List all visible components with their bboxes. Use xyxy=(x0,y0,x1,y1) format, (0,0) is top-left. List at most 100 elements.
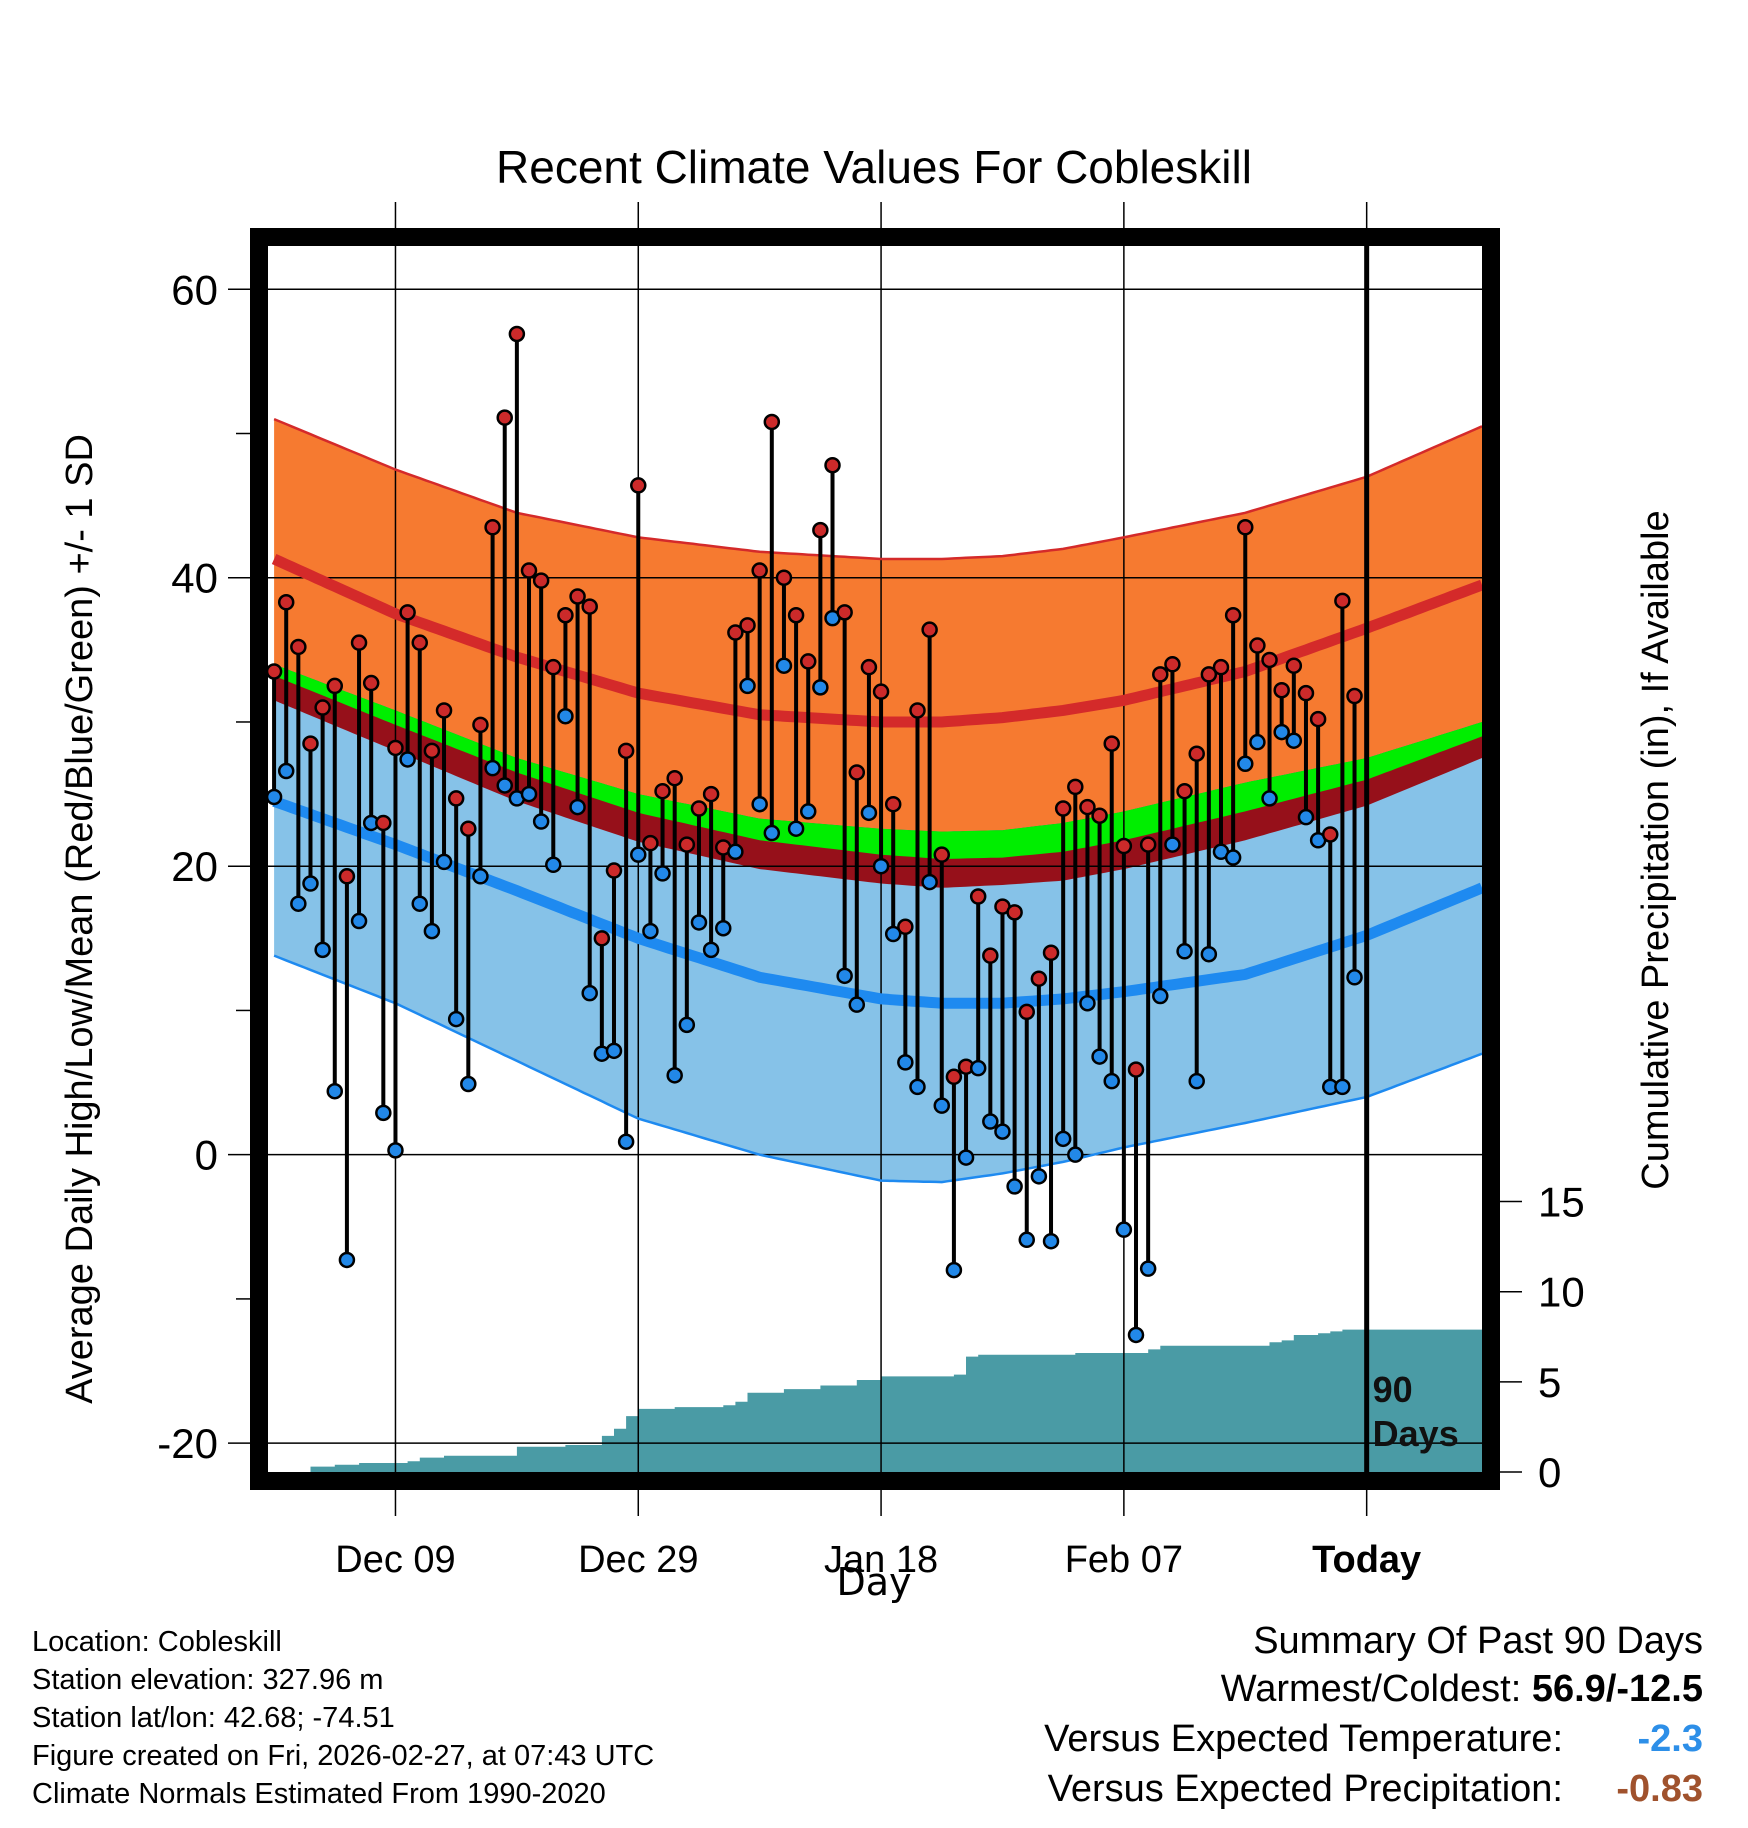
daily-high-point xyxy=(678,836,696,853)
x-tick-label: Dec 09 xyxy=(335,1539,455,1581)
daily-low-point xyxy=(678,1016,696,1034)
daily-low-point xyxy=(1224,849,1242,866)
y-right-tick-label: 10 xyxy=(1538,1269,1585,1316)
daily-high-point xyxy=(545,658,562,676)
daily-high-point xyxy=(1188,745,1205,762)
y-right-axis-title: Cumulative Precipitation (in), If Availa… xyxy=(1635,510,1677,1189)
footer-location: Location: Cobleskill xyxy=(32,1626,282,1658)
y-left-tick-label: 0 xyxy=(195,1132,218,1179)
daily-low-point xyxy=(848,996,866,1013)
daily-low-point xyxy=(447,1010,465,1028)
daily-high-point xyxy=(812,521,829,539)
footer-elevation: Station elevation: 327.96 m xyxy=(32,1664,384,1696)
overlap-band xyxy=(274,664,1483,888)
daily-high-point xyxy=(1224,606,1242,624)
y-left-tick-label: 40 xyxy=(171,555,218,602)
chart-title: Recent Climate Values For Cobleskill xyxy=(496,141,1252,193)
daily-low-point xyxy=(1054,1130,1072,1148)
summary-heading: Summary Of Past 90 Days xyxy=(1253,1620,1703,1662)
daily-high-point xyxy=(435,702,453,719)
x-axis-label: Day xyxy=(836,1560,912,1604)
daily-high-point xyxy=(411,634,428,651)
daily-high-point xyxy=(969,888,987,905)
daily-low-point xyxy=(1261,790,1278,807)
daily-high-point xyxy=(921,621,938,638)
footer-normals: Climate Normals Estimated From 1990-2020 xyxy=(32,1778,606,1810)
daily-high-point xyxy=(1103,735,1120,752)
daily-low-point xyxy=(557,707,574,725)
daily-high-point xyxy=(933,846,951,863)
daily-high-point xyxy=(1261,651,1278,669)
daily-low-point xyxy=(290,895,307,912)
footer-created: Figure created on Fri, 2026-02-27, at 07… xyxy=(32,1740,655,1772)
daily-high-point xyxy=(460,820,477,837)
daily-high-point xyxy=(290,638,307,656)
x-tick-label: Jan 18 xyxy=(824,1539,938,1581)
daily-low-point xyxy=(763,824,781,842)
daily-high-point xyxy=(314,699,331,716)
daily-high-point xyxy=(630,477,647,494)
daily-low-point xyxy=(690,914,708,931)
x-tick-label: Feb 07 xyxy=(1065,1539,1183,1581)
daily-high-point xyxy=(1079,798,1096,816)
daily-low-point xyxy=(1346,969,1363,986)
plot-frame xyxy=(250,228,1500,1490)
daily-high-point xyxy=(1127,1061,1145,1078)
daily-low-point xyxy=(1273,723,1290,741)
daily-high-point xyxy=(1297,684,1315,702)
daily-high-point xyxy=(799,653,817,670)
daily-low-point xyxy=(799,803,817,820)
daily-high-point xyxy=(569,588,586,605)
daily-low-point xyxy=(787,820,805,837)
daily-high-point xyxy=(763,413,781,431)
daily-high-point xyxy=(532,572,550,589)
daily-high-point xyxy=(617,742,635,760)
daily-low-point xyxy=(860,804,878,822)
y-left-tick-label: 60 xyxy=(171,266,218,313)
daily-high-point xyxy=(593,930,611,947)
daily-low-point xyxy=(1285,732,1303,749)
daily-high-point xyxy=(872,683,890,700)
daily-low-point xyxy=(1042,1232,1060,1250)
daily-low-point xyxy=(1152,987,1169,1005)
daily-low-point xyxy=(1249,733,1266,751)
daily-high-point xyxy=(1139,836,1157,853)
daily-high-point xyxy=(362,674,380,692)
mean-band xyxy=(274,664,1483,859)
daily-low-point xyxy=(994,1123,1011,1140)
daily-high-point xyxy=(1200,666,1218,683)
daily-high-point xyxy=(447,790,465,807)
daily-high-point xyxy=(897,918,914,936)
summary-warm-cold: Warmest/Coldest: 56.9/-12.5 xyxy=(1221,1668,1703,1711)
cumulative-precip-area xyxy=(310,1329,1482,1472)
daily-high-point xyxy=(751,562,768,579)
today-days-label-number: 90 xyxy=(1373,1369,1413,1410)
daily-high-point xyxy=(1115,837,1133,855)
daily-low-point xyxy=(1006,1178,1023,1195)
daily-low-point xyxy=(921,873,938,891)
high-plus-sd-line xyxy=(273,417,1483,561)
daily-low-point xyxy=(1139,1260,1157,1277)
daily-high-point xyxy=(399,604,416,621)
daily-low-point xyxy=(1176,943,1193,960)
x-tick-label: Today xyxy=(1312,1539,1421,1581)
x-tick-label: Dec 29 xyxy=(578,1539,698,1581)
daily-low-point xyxy=(581,984,598,1002)
daily-low-point xyxy=(423,922,441,940)
daily-low-point xyxy=(1018,1231,1035,1249)
daily-low-point xyxy=(314,941,331,959)
daily-high-point xyxy=(1164,656,1181,673)
daily-low-point xyxy=(933,1097,951,1114)
daily-low-point xyxy=(751,795,768,813)
daily-high-point xyxy=(350,634,368,651)
y-left-axis-title: Average Daily High/Low/Mean (Red/Blue/Gr… xyxy=(59,434,101,1404)
daily-low-point xyxy=(739,677,756,695)
daily-low-point xyxy=(654,865,671,882)
daily-high-point xyxy=(1334,592,1351,610)
daily-high-point xyxy=(581,598,598,615)
daily-high-point xyxy=(1322,826,1339,843)
daily-high-point xyxy=(654,782,671,800)
daily-low-point xyxy=(399,751,416,768)
daily-low-point xyxy=(435,853,453,871)
